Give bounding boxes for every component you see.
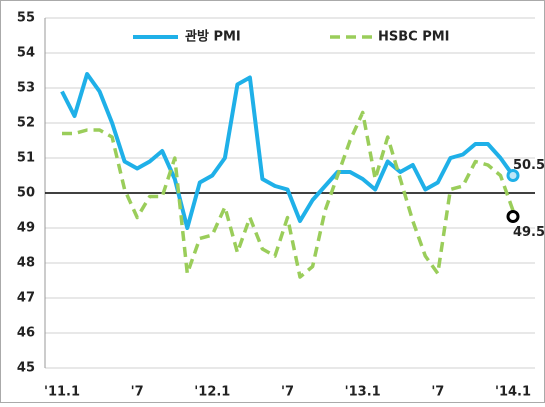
y-tick-label: 54 — [17, 46, 35, 61]
x-tick-label: '11.1 — [44, 385, 80, 400]
y-tick-label: 53 — [17, 81, 35, 96]
y-tick-label: 50 — [17, 186, 35, 201]
end-marker — [506, 210, 520, 223]
x-tick-label: '7 — [281, 385, 294, 400]
legend-label: 관방 PMI — [185, 29, 241, 45]
y-tick-label: 47 — [17, 291, 35, 306]
y-tick-label: 51 — [17, 151, 35, 166]
y-tick-label: 46 — [17, 326, 35, 341]
x-tick-label: '7 — [431, 385, 444, 400]
annotation: 49.5 — [513, 225, 545, 240]
y-tick-label: 45 — [17, 361, 35, 376]
y-tick-label: 55 — [17, 11, 35, 26]
x-tick-label: '7 — [131, 385, 144, 400]
x-tick-label: '14.1 — [495, 385, 531, 400]
y-tick-label: 49 — [17, 221, 35, 236]
y-tick-label: 48 — [17, 256, 35, 271]
x-tick-label: '12.1 — [194, 385, 230, 400]
y-tick-label: 52 — [17, 116, 35, 131]
series-line — [60, 72, 515, 230]
x-tick-label: '13.1 — [345, 385, 381, 400]
end-marker — [506, 169, 520, 182]
legend-label: HSBC PMI — [378, 30, 450, 45]
annotation: 50.5 — [513, 158, 545, 173]
series-line — [62, 110, 515, 279]
